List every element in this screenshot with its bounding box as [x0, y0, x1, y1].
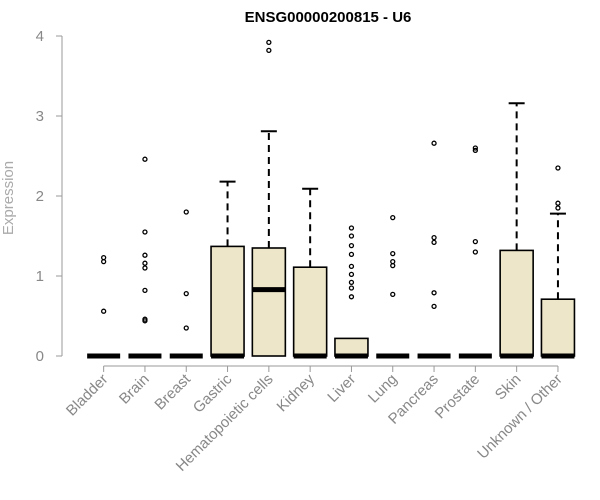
outlier-point — [183, 325, 189, 331]
outlier-point — [348, 233, 355, 239]
outlier-point — [266, 47, 272, 54]
outlier-point — [472, 147, 479, 154]
outlier-point — [555, 205, 561, 211]
outlier-point — [142, 252, 148, 258]
chart-title: ENSG00000200815 - U6 — [245, 9, 412, 26]
outlier-point — [390, 214, 396, 221]
outlier-point — [348, 251, 355, 258]
box-body — [292, 266, 328, 357]
outlier-point — [431, 303, 437, 310]
y-tick-label: 4 — [36, 28, 44, 45]
box-body — [499, 249, 534, 357]
outlier-point — [142, 229, 148, 235]
outlier-point — [431, 290, 437, 296]
outlier-point — [101, 308, 107, 314]
outlier-point — [390, 291, 396, 298]
outlier-point — [348, 285, 355, 291]
outlier-point — [431, 140, 437, 146]
outlier-point — [183, 209, 189, 215]
outlier-point — [142, 265, 148, 271]
box-6 — [292, 187, 328, 359]
box-5 — [251, 39, 287, 357]
box-body — [540, 298, 576, 357]
outlier-point — [348, 271, 355, 278]
outlier-point — [390, 262, 396, 269]
outlier-point — [142, 260, 148, 266]
outlier-point — [101, 254, 107, 261]
box-3 — [169, 209, 203, 359]
outlier-point — [431, 234, 437, 241]
box-2 — [128, 156, 162, 359]
outlier-point — [555, 165, 561, 171]
outlier-point — [183, 290, 189, 297]
outlier-point — [390, 250, 396, 257]
outlier-point — [142, 156, 148, 162]
box-body — [334, 337, 369, 357]
outlier-point — [348, 225, 355, 231]
box-body — [251, 247, 287, 357]
x-tick-label: Prostate — [432, 371, 484, 423]
box-9 — [417, 140, 451, 359]
box-group — [87, 39, 576, 359]
box-body — [210, 245, 245, 357]
box-4 — [210, 180, 245, 359]
outlier-point — [472, 249, 479, 255]
outlier-point — [472, 238, 479, 245]
box-10 — [458, 145, 492, 359]
y-tick-label: 0 — [36, 348, 44, 365]
outlier-point — [431, 239, 437, 246]
x-tick-label: Brain — [116, 371, 153, 408]
box-1 — [87, 254, 121, 359]
x-tick-label: Bladder — [63, 371, 112, 420]
outlier-point — [348, 263, 355, 270]
box-7 — [334, 225, 369, 359]
x-tick-label: Breast — [151, 370, 194, 413]
y-tick-label: 1 — [36, 268, 44, 285]
outlier-point — [348, 242, 355, 249]
x-tick-label: Lung — [365, 371, 401, 407]
x-tick-label: Liver — [324, 371, 359, 406]
y-axis: 0 1 2 3 4 — [36, 28, 63, 365]
box-8 — [376, 214, 410, 359]
box-11 — [499, 102, 534, 359]
y-axis-label: Expression — [0, 161, 17, 235]
outlier-point — [142, 287, 148, 294]
outlier-point — [348, 294, 355, 300]
box-12 — [540, 165, 576, 359]
y-tick-label: 2 — [36, 188, 44, 205]
y-tick-label: 3 — [36, 108, 44, 125]
outlier-point — [472, 145, 479, 151]
outlier-point — [142, 318, 148, 324]
outlier-point — [555, 200, 561, 206]
x-tick-label: Skin — [492, 371, 525, 404]
x-tick-label: Kidney — [274, 370, 319, 415]
outlier-point — [348, 279, 355, 286]
outlier-point — [266, 39, 272, 46]
